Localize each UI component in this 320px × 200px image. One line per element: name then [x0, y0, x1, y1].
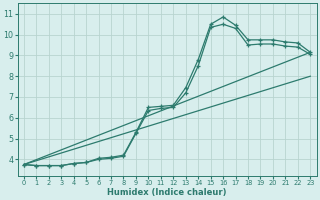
- X-axis label: Humidex (Indice chaleur): Humidex (Indice chaleur): [107, 188, 227, 197]
